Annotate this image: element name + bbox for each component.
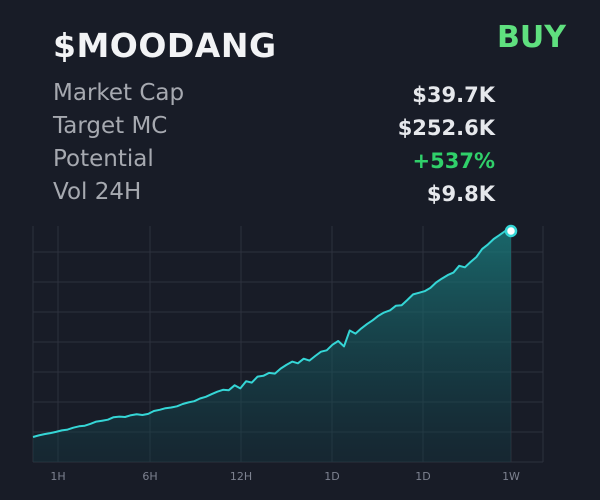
- stat-row-target-mc: Target MC $252.6K: [53, 113, 495, 146]
- stat-value-vol-24h: $9.8K: [426, 182, 495, 206]
- stat-row-market-cap: Market Cap $39.7K: [53, 80, 495, 113]
- stat-value-target-mc: $252.6K: [397, 116, 495, 140]
- x-tick-label: 1D: [324, 470, 339, 483]
- stat-row-potential: Potential +537%: [53, 146, 495, 179]
- stat-label-potential: Potential: [53, 146, 154, 172]
- stat-value-potential: +537%: [412, 149, 495, 173]
- stat-label-vol-24h: Vol 24H: [53, 179, 142, 205]
- price-line: [32, 230, 511, 438]
- x-tick-label: 1W: [502, 470, 520, 483]
- x-tick-label: 1D: [415, 470, 430, 483]
- stat-row-vol-24h: Vol 24H $9.8K: [53, 179, 495, 212]
- stat-value-market-cap: $39.7K: [412, 83, 495, 107]
- stats-panel: Market Cap $39.7K Target MC $252.6K Pote…: [53, 80, 495, 212]
- stat-label-target-mc: Target MC: [53, 113, 168, 139]
- price-area-fill: [33, 231, 511, 462]
- x-axis-ticks: 1H 6H 12H 1D 1D 1W: [50, 470, 520, 483]
- stat-label-market-cap: Market Cap: [53, 80, 185, 106]
- buy-button[interactable]: BUY: [497, 20, 566, 55]
- x-tick-label: 1H: [50, 470, 65, 483]
- token-ticker: $MOODANG: [53, 26, 277, 65]
- x-tick-label: 6H: [142, 470, 157, 483]
- latest-price-marker: [504, 224, 518, 238]
- x-tick-label: 12H: [230, 470, 252, 483]
